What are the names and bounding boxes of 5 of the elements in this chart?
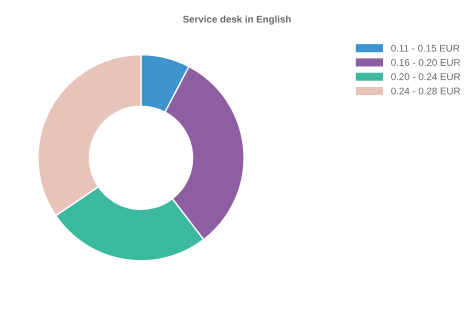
legend-label: 0.16 - 0.20 EUR	[391, 59, 460, 66]
legend-label: 0.20 - 0.24 EUR	[391, 73, 460, 80]
legend-label: 0.24 - 0.28 EUR	[391, 88, 460, 94]
chart-title: Service desk in English	[182, 15, 291, 25]
legend-label: 0.11 - 0.15 EUR	[391, 44, 460, 52]
